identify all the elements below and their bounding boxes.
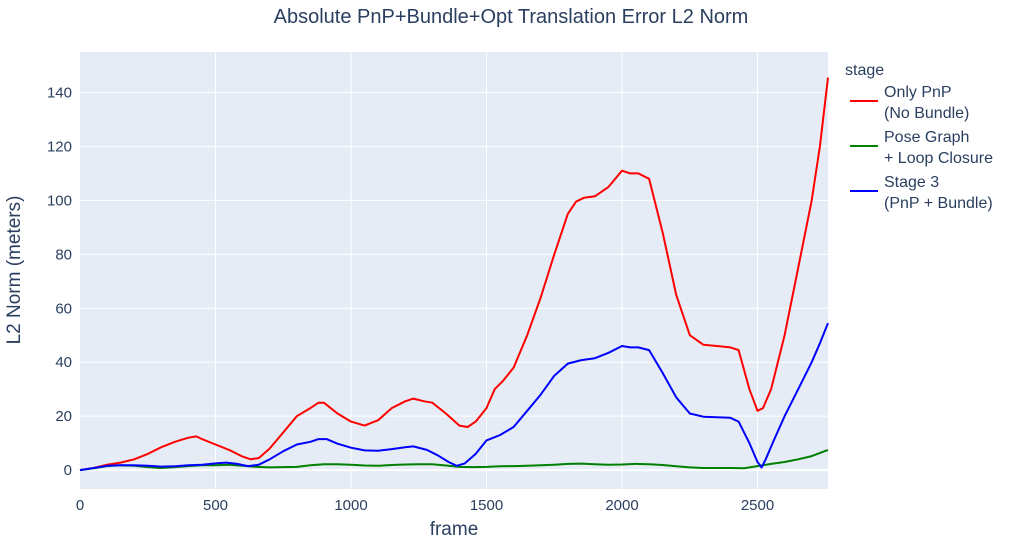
y-tick-label: 0 bbox=[64, 462, 72, 479]
legend-item-0[interactable]: Only PnP (No Bundle) bbox=[884, 84, 969, 122]
series-line-2 bbox=[79, 322, 829, 472]
y-tick-label: 60 bbox=[55, 300, 72, 317]
series-line-0 bbox=[79, 77, 829, 472]
legend-item-2[interactable]: Stage 3 (PnP + Bundle) bbox=[884, 174, 993, 212]
y-tick-label: 140 bbox=[47, 84, 72, 101]
legend: stage Only PnP (No Bundle) Pose Graph + Loo… bbox=[845, 62, 993, 212]
y-gridlines bbox=[80, 91, 828, 472]
y-tick-label: 120 bbox=[47, 138, 72, 155]
x-tick-label: 2000 bbox=[605, 497, 638, 514]
y-tick-label: 80 bbox=[55, 246, 72, 263]
y-tick-label: 20 bbox=[55, 408, 72, 425]
y-tick-label: 40 bbox=[55, 354, 72, 371]
legend-title: stage bbox=[845, 62, 884, 79]
series-lines bbox=[79, 77, 829, 472]
plot-area bbox=[80, 52, 828, 489]
legend-item-1[interactable]: Pose Graph + Loop Closure bbox=[884, 129, 993, 167]
x-tick-labels: 0 500 1000 1500 2000 2500 bbox=[76, 497, 774, 514]
x-axis-title: frame bbox=[430, 519, 479, 540]
x-tick-label: 0 bbox=[76, 497, 84, 514]
chart-title: Absolute PnP+Bundle+Opt Translation Erro… bbox=[274, 6, 749, 28]
x-tick-label: 500 bbox=[203, 497, 228, 514]
x-tick-label: 1500 bbox=[470, 497, 503, 514]
y-tick-labels: 0 20 40 60 80 100 120 140 bbox=[47, 84, 72, 479]
x-tick-label: 1000 bbox=[334, 497, 367, 514]
x-tick-label: 2500 bbox=[741, 497, 774, 514]
y-tick-label: 100 bbox=[47, 192, 72, 209]
y-axis-title: L2 Norm (meters) bbox=[4, 196, 25, 345]
